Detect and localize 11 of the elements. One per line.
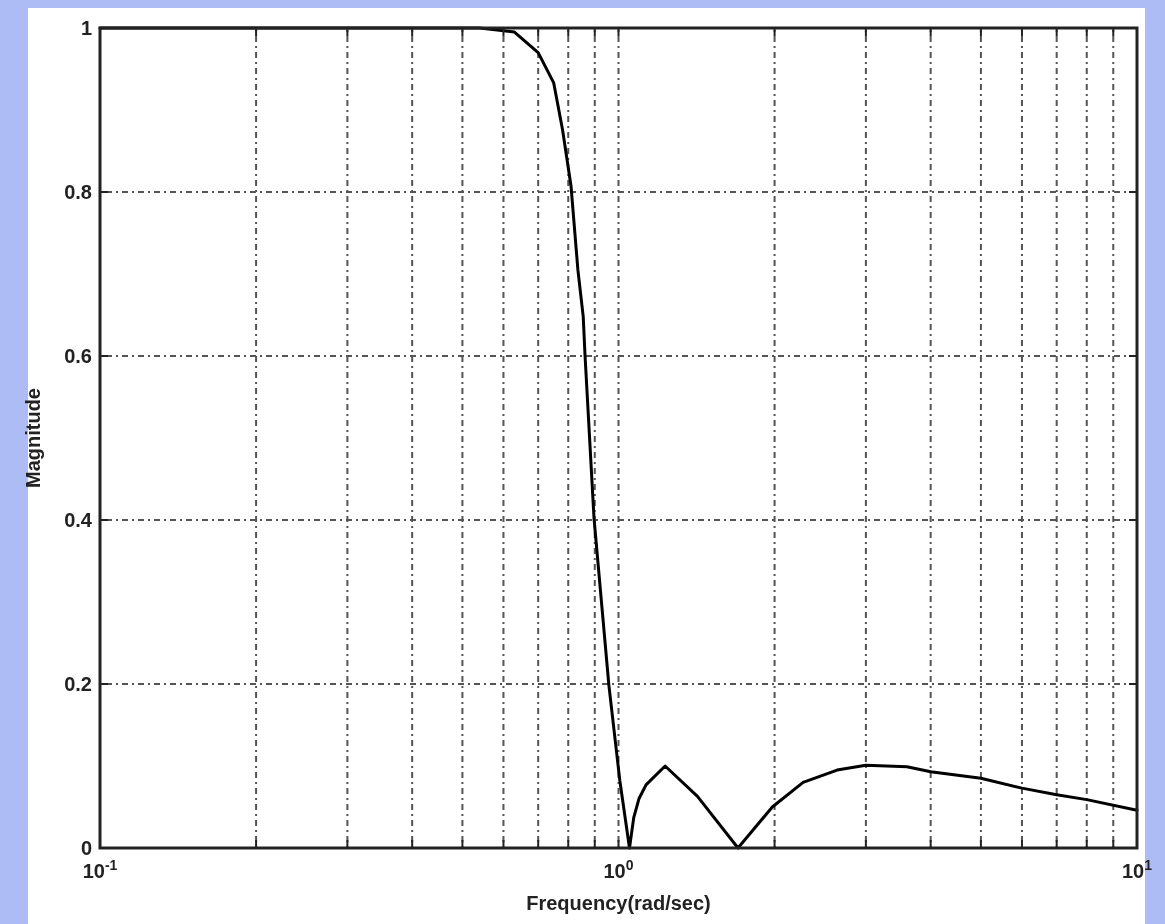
y-tick-label: 0.2: [64, 673, 92, 695]
y-tick-label: 1: [80, 17, 92, 39]
y-tick-label: 0.8: [64, 181, 92, 203]
y-tick-label: 0.4: [64, 509, 93, 531]
y-tick-label: 0.6: [64, 345, 92, 367]
x-tick-label: 10$^{1}$: [1121, 857, 1153, 882]
x-axis-title: Frequency(rad/sec): [526, 892, 711, 914]
x-tick-label: 10$^{-1}$: [82, 857, 118, 882]
y-tick-label: 0: [80, 837, 92, 859]
x-tick-label: 10$^{0}$: [603, 857, 634, 882]
y-axis-title: Magnitude: [22, 388, 44, 488]
